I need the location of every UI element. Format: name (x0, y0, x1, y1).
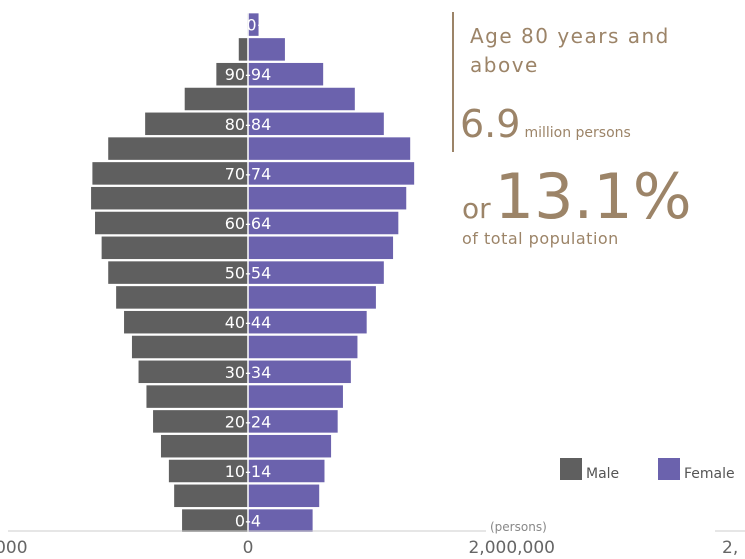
legend-label-male: Male (586, 466, 619, 482)
highlight-count-unit: million persons (524, 125, 631, 141)
bar-female-90-94 (248, 62, 324, 86)
bar-female-30-34 (248, 360, 351, 384)
legend: Male Female (560, 458, 735, 482)
x-tick-label: 0 (243, 538, 254, 558)
highlight-divider (452, 12, 454, 152)
highlight-count-value: 6.9 (460, 102, 521, 146)
bar-female-85-89 (248, 87, 355, 111)
bar-male-40-44 (124, 310, 248, 334)
bar-female-50-54 (248, 261, 384, 284)
bar-male-35-39 (131, 335, 248, 359)
bar-female-95-99 (248, 38, 285, 61)
bar-male-80-84 (145, 112, 248, 136)
highlight-share: or13.1% (462, 164, 692, 230)
bar-male-60-64 (95, 211, 249, 235)
bar-male-45-49 (116, 286, 248, 309)
bar-female-35-39 (248, 335, 358, 359)
bar-female-25-29 (248, 385, 343, 408)
bar-female-75-79 (248, 137, 411, 160)
bar-female-65-69 (248, 186, 407, 210)
bar-female-40-44 (248, 310, 367, 334)
bar-male-55-59 (101, 236, 248, 260)
bar-female-0-4 (248, 509, 313, 532)
bar-female-55-59 (248, 236, 394, 260)
bar-female-80-84 (248, 112, 384, 136)
bar-male-50-54 (108, 261, 248, 284)
highlight-count: 6.9 million persons (460, 102, 631, 146)
bar-female-70-74 (248, 162, 415, 185)
highlight-headline: Age 80 years and above (470, 24, 670, 77)
x-tick-label: 2,000,000 (0, 538, 28, 558)
legend-label-female: Female (684, 466, 735, 482)
bar-male-20-24 (153, 410, 248, 433)
bar-male-10-14 (168, 459, 248, 483)
highlight-share-caption: of total population (462, 229, 619, 248)
bar-female-20-24 (248, 410, 338, 433)
cut-off-tick-label: 2, (722, 538, 738, 558)
bar-male-30-34 (138, 360, 248, 384)
bar-male-5-9 (174, 484, 248, 508)
highlight-share-prefix: or (462, 192, 491, 225)
bar-male-0-4 (182, 509, 248, 532)
highlight-share-value: 13.1% (494, 160, 692, 233)
bar-male-95-99 (238, 38, 248, 61)
x-axis-unit-label: (persons) (490, 520, 547, 534)
bar-female-10-14 (248, 459, 325, 483)
legend-swatch-male (560, 458, 582, 480)
x-tick-label: 2,000,000 (468, 538, 555, 558)
bar-male-85-89 (184, 87, 248, 111)
bar-male-75-79 (108, 137, 248, 160)
bar-male-25-29 (146, 385, 248, 408)
bar-female-45-49 (248, 286, 376, 309)
bar-female-100+ (248, 13, 259, 36)
bar-male-90-94 (216, 62, 248, 86)
bar-female-5-9 (248, 484, 320, 508)
bar-male-65-69 (91, 186, 248, 210)
bar-female-15-19 (248, 434, 332, 458)
legend-swatch-female (658, 458, 680, 480)
bar-male-15-19 (160, 434, 248, 458)
bar-female-60-64 (248, 211, 399, 235)
bar-male-70-74 (92, 162, 249, 185)
